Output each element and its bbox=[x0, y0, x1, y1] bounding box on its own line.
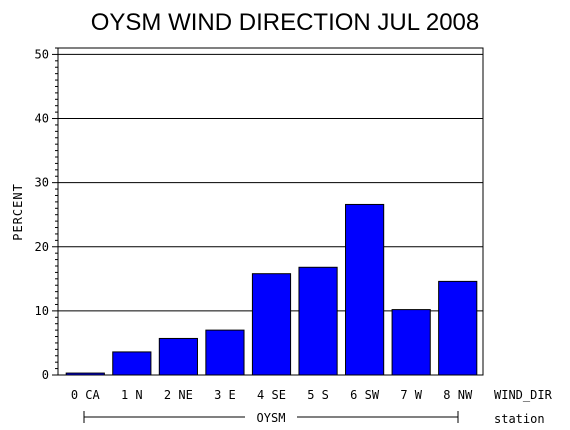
gridlines bbox=[58, 53, 483, 312]
x-axis-label: WIND_DIR bbox=[494, 388, 553, 402]
x-tick-label: 3 E bbox=[214, 388, 236, 402]
group-label: OYSM bbox=[257, 411, 286, 425]
y-tick-label: 50 bbox=[35, 47, 49, 61]
x-axis: 0 CA 1 N 2 NE 3 E 4 SE 5 S 6 SW 7 W 8 NW bbox=[71, 388, 473, 402]
bar bbox=[205, 329, 245, 376]
y-tick-label: 40 bbox=[35, 112, 49, 126]
bar bbox=[112, 351, 152, 376]
bar bbox=[438, 280, 478, 376]
x-tick-label: 2 NE bbox=[164, 388, 193, 402]
x-tick-label: 0 CA bbox=[71, 388, 101, 402]
group-axis-label: station bbox=[494, 412, 545, 426]
y-axis-label: PERCENT bbox=[11, 183, 25, 241]
x-tick-label: 6 SW bbox=[350, 388, 380, 402]
y-tick-label: 10 bbox=[35, 304, 49, 318]
y-tick-label: 30 bbox=[35, 176, 49, 190]
y-axis: 0 10 20 30 40 50 bbox=[35, 47, 58, 382]
bar bbox=[65, 372, 105, 376]
bar bbox=[158, 337, 198, 376]
bar bbox=[251, 273, 292, 376]
x-tick-label: 7 W bbox=[400, 388, 422, 402]
group-axis: OYSM bbox=[83, 411, 459, 425]
x-tick-label: 1 N bbox=[121, 388, 143, 402]
bar bbox=[298, 266, 338, 376]
x-tick-label: 5 S bbox=[307, 388, 329, 402]
x-tick-label: 4 SE bbox=[257, 388, 286, 402]
y-tick-label: 20 bbox=[35, 240, 49, 254]
chart-title: OYSM WIND DIRECTION JUL 2008 bbox=[91, 9, 480, 36]
y-tick-label: 0 bbox=[42, 368, 49, 382]
bar bbox=[345, 203, 385, 376]
x-tick-label: 8 NW bbox=[443, 388, 473, 402]
bar bbox=[391, 309, 431, 376]
bars bbox=[65, 203, 478, 376]
